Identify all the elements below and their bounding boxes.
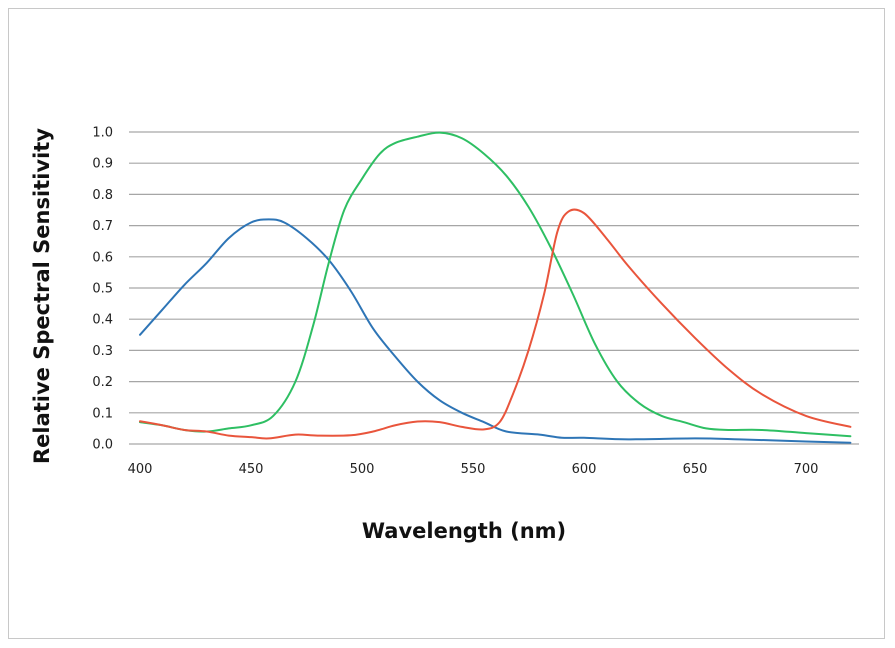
- y-tick-labels: 0.0 0.1 0.2 0.3 0.4 0.5 0.6 0.7 0.8 0.9 1.0: [92, 126, 113, 453]
- y-tick-label: 0.6: [92, 250, 113, 265]
- gridlines: [129, 131, 859, 445]
- y-tick-label: 0.3: [92, 344, 113, 359]
- x-tick-label: 600: [572, 462, 597, 477]
- y-tick-label: 0.4: [92, 313, 113, 328]
- series-lines: [139, 131, 852, 444]
- x-tick-label: 550: [461, 462, 486, 477]
- y-tick-label: 0.9: [92, 157, 113, 172]
- y-tick-label: 1.0: [92, 126, 113, 141]
- y-tick-label: 0.0: [92, 438, 113, 453]
- x-tick-label: 400: [128, 462, 153, 477]
- y-axis-title: Relative Spectral Sensitivity: [30, 128, 54, 464]
- y-tick-label: 0.2: [92, 375, 113, 390]
- chart-frame: 0.0 0.1 0.2 0.3 0.4 0.5 0.6 0.7 0.8 0.9 1.0 400 450…: [8, 8, 885, 639]
- y-tick-label: 0.1: [92, 406, 113, 421]
- series-line-1: [139, 218, 852, 444]
- x-tick-label: 700: [794, 462, 819, 477]
- x-tick-label: 650: [683, 462, 708, 477]
- y-tick-label: 0.5: [92, 282, 113, 297]
- series-line-2: [139, 131, 852, 438]
- y-tick-label: 0.8: [92, 188, 113, 203]
- x-axis-title: Wavelength (nm): [362, 519, 566, 543]
- x-tick-label: 450: [239, 462, 264, 477]
- x-tick-label: 500: [350, 462, 375, 477]
- series-line-3: [139, 208, 852, 440]
- x-tick-labels: 400 450 500 550 600 650 700: [128, 462, 819, 477]
- spectral-sensitivity-chart: 0.0 0.1 0.2 0.3 0.4 0.5 0.6 0.7 0.8 0.9 1.0 400 450…: [30, 126, 859, 543]
- y-tick-label: 0.7: [92, 219, 113, 234]
